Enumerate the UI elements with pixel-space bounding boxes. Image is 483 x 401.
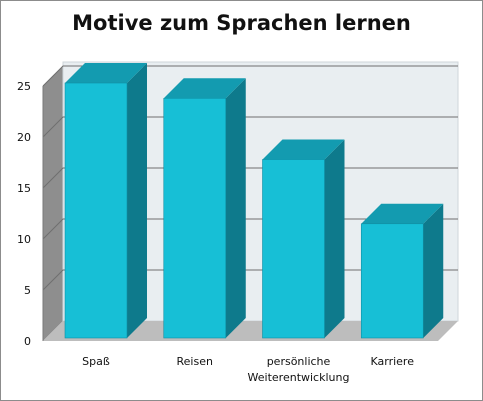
bar-top bbox=[65, 63, 147, 83]
gridline bbox=[42, 116, 458, 138]
floor bbox=[43, 321, 458, 341]
bar-top bbox=[262, 139, 345, 160]
y-tick-label: 0 bbox=[24, 335, 31, 348]
y-tick-label: 10 bbox=[17, 233, 31, 246]
bar-side bbox=[324, 139, 345, 338]
bar-side bbox=[127, 63, 147, 338]
y-tick-label: 15 bbox=[17, 182, 31, 195]
bar-top bbox=[361, 203, 444, 224]
bar-side bbox=[225, 78, 246, 339]
x-category-label-line: Weiterentwicklung bbox=[248, 371, 350, 384]
bar-top bbox=[163, 78, 246, 99]
x-category-label-line: persönliche bbox=[267, 355, 331, 368]
bar bbox=[262, 159, 325, 339]
gridline bbox=[42, 65, 458, 87]
bar bbox=[64, 82, 128, 339]
bar bbox=[360, 223, 424, 339]
side-wall bbox=[43, 66, 63, 341]
bar bbox=[163, 98, 227, 339]
x-category-label: Reisen bbox=[177, 355, 213, 368]
x-category-label: Spaß bbox=[82, 355, 110, 368]
x-category-label-line: Spaß bbox=[82, 355, 110, 368]
y-tick-label: 20 bbox=[17, 131, 31, 144]
y-tick-label: 5 bbox=[24, 284, 31, 297]
x-category-label: persönliche Weiterentwicklung bbox=[248, 355, 350, 384]
x-category-label-line: Reisen bbox=[177, 355, 213, 368]
bar-side bbox=[423, 203, 444, 338]
chart-title: Motive zum Sprachen lernen bbox=[72, 11, 411, 35]
x-category-label: Karriere bbox=[371, 355, 415, 368]
x-category-label-line: Karriere bbox=[371, 355, 415, 368]
y-tick-label: 25 bbox=[17, 80, 31, 93]
